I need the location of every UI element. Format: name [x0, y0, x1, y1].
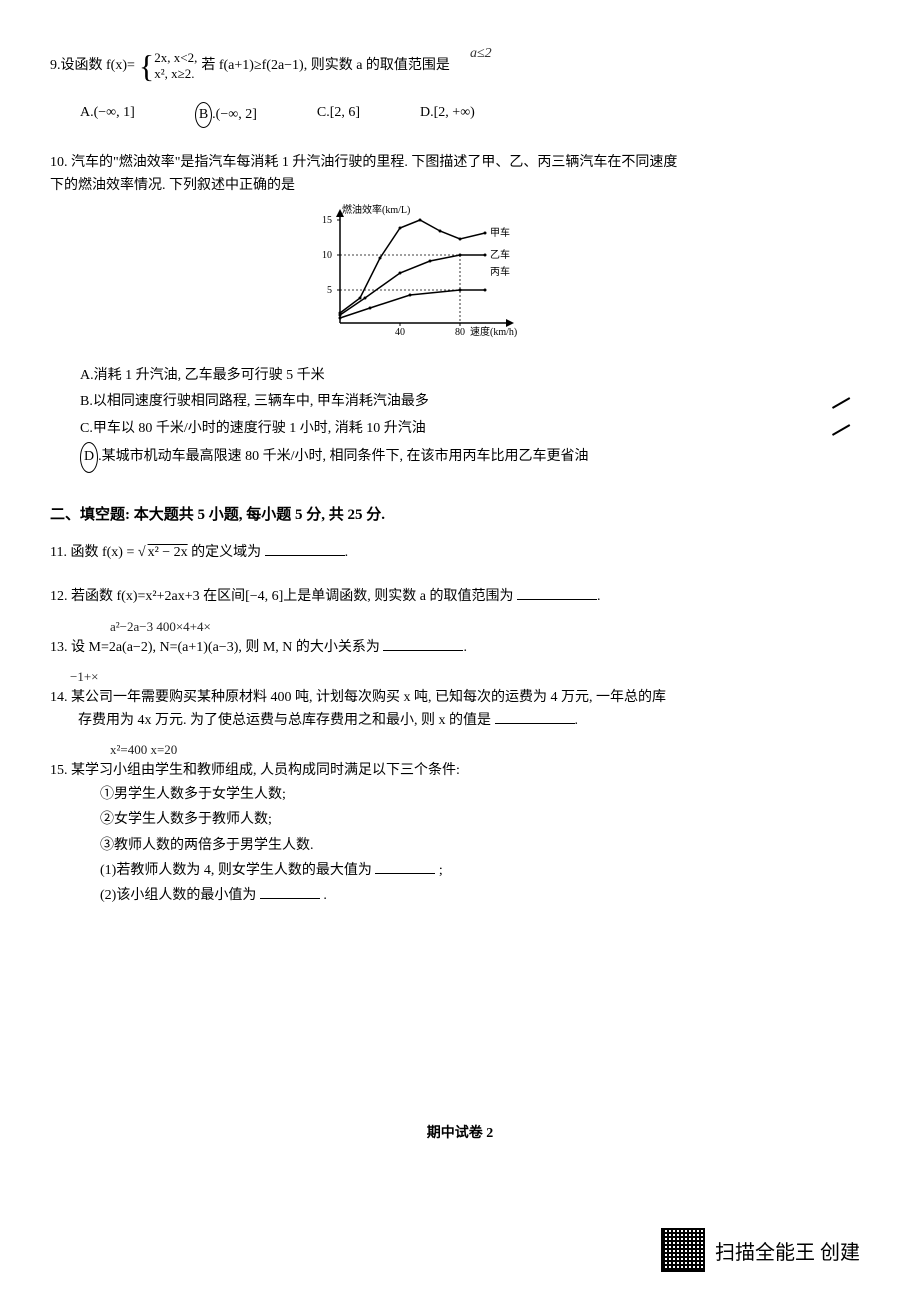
q15-p2-blank: [260, 885, 320, 899]
piecewise-body: 2x, x<2, x², x≥2.: [154, 50, 197, 82]
svg-text:10: 10: [322, 250, 332, 261]
scan-badge: 扫描全能王 创建: [661, 1228, 860, 1272]
q11-prefix: 函数 f(x) = √: [70, 545, 145, 560]
svg-text:乙车: 乙车: [490, 248, 510, 261]
q12-blank: [517, 586, 597, 600]
q15-cond-3: ③教师人数的两倍多于男学生人数.: [100, 833, 870, 858]
q9-b-text: .(−∞, 2]: [212, 107, 257, 122]
svg-text:15: 15: [322, 215, 332, 226]
q15-p2-suffix: .: [323, 888, 327, 903]
q10-options: A.消耗 1 升汽油, 乙车最多可行驶 5 千米 B.以相同速度行驶相同路程, …: [80, 363, 870, 473]
q10-d-text: .某城市机动车最高限速 80 千米/小时, 相同条件下, 在该市用丙车比用乙车更…: [98, 449, 588, 464]
circled-b-icon: B: [195, 102, 212, 128]
q9-option-d: D.[2, +∞): [420, 102, 475, 128]
q13-text: 设 M=2a(a−2), N=(a+1)(a−3), 则 M, N 的大小关系为: [71, 640, 380, 655]
question-14: 14. 某公司一年需要购买某种原材料 400 吨, 计划每次购买 x 吨, 已知…: [50, 687, 870, 732]
section-2-header: 二、填空题: 本大题共 5 小题, 每小题 5 分, 共 25 分.: [50, 503, 870, 524]
q11-blank: [265, 542, 345, 556]
svg-text:甲车: 甲车: [490, 226, 510, 239]
q9-option-a: A.(−∞, 1]: [80, 102, 135, 128]
question-10: 10. 汽车的"燃油效率"是指汽车每消耗 1 升汽油行驶的里程. 下图描述了甲、…: [50, 152, 870, 473]
q10-stem: 10. 汽车的"燃油效率"是指汽车每消耗 1 升汽油行驶的里程. 下图描述了甲、…: [50, 152, 870, 197]
svg-text:5: 5: [327, 285, 332, 296]
q13-handwriting: −1+×: [70, 669, 870, 685]
q11-radicand: x² − 2x: [146, 545, 188, 560]
q15-number: 15.: [50, 763, 68, 778]
q10-option-b: B.以相同速度行驶相同路程, 三辆车中, 甲车消耗汽油最多: [80, 389, 870, 416]
q9-option-b: B.(−∞, 2]: [195, 102, 257, 128]
question-12: 12. 若函数 f(x)=x²+2ax+3 在区间[−4, 6]上是单调函数, …: [50, 586, 870, 608]
question-9: 9. 设函数 f(x)= { 2x, x<2, x², x≥2. 若 f(a+1…: [50, 50, 870, 128]
page-footer: 期中试卷 2: [0, 1122, 920, 1142]
q12-handwriting: a²−2a−3 400×4+4×: [110, 619, 870, 635]
fuel-efficiency-chart: 15 10 5 40 80 燃油效率(km/L) 速度(km/h) 甲车: [310, 203, 870, 356]
q10-option-c: C.甲车以 80 千米/小时的速度行驶 1 小时, 消耗 10 升汽油: [80, 416, 870, 443]
q10-option-a: A.消耗 1 升汽油, 乙车最多可行驶 5 千米: [80, 363, 870, 390]
q11-suffix: 的定义域为: [191, 545, 261, 560]
q15-part-1: (1)若教师人数为 4, 则女学生人数的最大值为 ;: [100, 858, 870, 883]
q14-number: 14.: [50, 690, 68, 705]
q15-p2-prefix: (2)该小组人数的最小值为: [100, 888, 256, 903]
q11-number: 11.: [50, 545, 67, 560]
q15-stem: 某学习小组由学生和教师组成, 人员构成同时满足以下三个条件:: [71, 763, 460, 778]
q15-p1-prefix: (1)若教师人数为 4, 则女学生人数的最大值为: [100, 863, 372, 878]
q9-handwriting: a≤2: [470, 43, 492, 65]
svg-text:速度(km/h): 速度(km/h): [470, 325, 517, 338]
svg-text:燃油效率(km/L): 燃油效率(km/L): [342, 203, 410, 216]
q14-line2-wrap: 存费用为 4x 万元. 为了使总运费与总库存费用之和最小, 则 x 的值是 .: [78, 710, 870, 732]
chart-svg: 15 10 5 40 80 燃油效率(km/L) 速度(km/h) 甲车: [310, 203, 530, 348]
q14-handwriting: x²=400 x=20: [110, 742, 870, 758]
question-15: 15. 某学习小组由学生和教师组成, 人员构成同时满足以下三个条件: ①男学生人…: [50, 760, 870, 908]
piece-2: x², x≥2.: [154, 66, 197, 82]
q10-number: 10.: [50, 155, 68, 170]
q15-cond-1: ①男学生人数多于女学生人数;: [100, 782, 870, 807]
q9-option-c: C.[2, 6]: [317, 102, 360, 128]
q13-blank: [383, 637, 463, 651]
q15-cond-2: ②女学生人数多于教师人数;: [100, 807, 870, 832]
question-11: 11. 函数 f(x) = √x² − 2x 的定义域为 .: [50, 542, 870, 564]
circled-d-icon: D: [80, 442, 98, 473]
q9-prefix: 设函数 f(x)=: [61, 55, 135, 77]
piece-1: 2x, x<2,: [154, 50, 197, 66]
piecewise-function: { 2x, x<2, x², x≥2.: [139, 50, 197, 82]
q13-number: 13.: [50, 640, 68, 655]
q9-options: A.(−∞, 1] B.(−∞, 2] C.[2, 6] D.[2, +∞): [80, 102, 870, 128]
q9-number: 9.: [50, 55, 61, 77]
q15-p1-suffix: ;: [439, 863, 443, 878]
svg-text:40: 40: [395, 327, 405, 338]
q10-option-d: D.某城市机动车最高限速 80 千米/小时, 相同条件下, 在该市用丙车比用乙车…: [80, 442, 870, 473]
q12-number: 12.: [50, 589, 68, 604]
scan-text: 扫描全能王 创建: [715, 1236, 860, 1265]
q14-line2: 存费用为 4x 万元. 为了使总运费与总库存费用之和最小, 则 x 的值是: [78, 713, 491, 728]
q9-suffix: 若 f(a+1)≥f(2a−1), 则实数 a 的取值范围是: [201, 55, 450, 77]
q14-blank: [495, 710, 575, 724]
q9-stem: 9. 设函数 f(x)= { 2x, x<2, x², x≥2. 若 f(a+1…: [50, 50, 870, 82]
q14-line1: 某公司一年需要购买某种原材料 400 吨, 计划每次购买 x 吨, 已知每次的运…: [71, 690, 666, 705]
qr-code-icon: [661, 1228, 705, 1272]
q12-text: 若函数 f(x)=x²+2ax+3 在区间[−4, 6]上是单调函数, 则实数 …: [71, 589, 514, 604]
svg-text:丙车: 丙车: [490, 265, 510, 278]
question-13: 13. 设 M=2a(a−2), N=(a+1)(a−3), 则 M, N 的大…: [50, 637, 870, 659]
q10-stem-line2: 下的燃油效率情况. 下列叙述中正确的是: [50, 175, 870, 197]
q15-part-2: (2)该小组人数的最小值为 .: [100, 883, 870, 908]
q15-p1-blank: [375, 860, 435, 874]
q10-stem-line1: 汽车的"燃油效率"是指汽车每消耗 1 升汽油行驶的里程. 下图描述了甲、乙、丙三…: [71, 155, 677, 170]
left-brace-icon: {: [139, 50, 154, 82]
svg-text:80: 80: [455, 327, 465, 338]
